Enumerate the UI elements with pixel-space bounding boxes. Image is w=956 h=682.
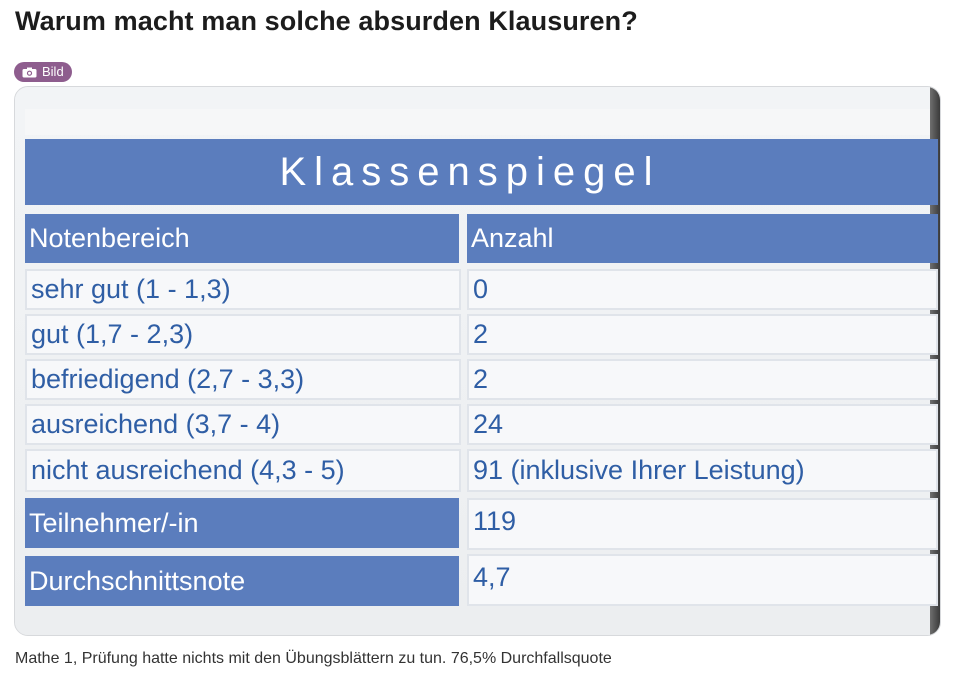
table-row-count: 91 (inklusive Ihrer Leistung) bbox=[467, 449, 938, 492]
summary-label-participants: Teilnehmer/-in bbox=[25, 498, 459, 548]
table-row-count: 2 bbox=[467, 359, 938, 400]
table-row-count: 2 bbox=[467, 314, 938, 355]
table-row-range: nicht ausreichend (4,3 - 5) bbox=[25, 449, 461, 492]
table-row-count: 0 bbox=[467, 269, 938, 310]
camera-icon bbox=[22, 67, 37, 77]
column-header-notenbereich: Notenbereich bbox=[25, 214, 459, 263]
summary-label-average: Durchschnittsnote bbox=[25, 556, 459, 606]
post-image[interactable]: Klassenspiegel Notenbereich Anzahl sehr … bbox=[14, 86, 941, 636]
post-flair[interactable]: Bild bbox=[14, 62, 72, 82]
table-row-range: sehr gut (1 - 1,3) bbox=[25, 269, 461, 310]
post-caption: Mathe 1, Prüfung hatte nichts mit den Üb… bbox=[15, 650, 612, 667]
flair-label: Bild bbox=[42, 64, 64, 79]
summary-value-participants: 119 bbox=[467, 498, 938, 550]
summary-value-average: 4,7 bbox=[467, 554, 938, 606]
table-row-range: befriedigend (2,7 - 3,3) bbox=[25, 359, 461, 400]
slide-top-strip bbox=[25, 109, 938, 135]
post-title[interactable]: Warum macht man solche absurden Klausure… bbox=[15, 6, 638, 36]
table-title: Klassenspiegel bbox=[279, 150, 661, 194]
column-header-anzahl: Anzahl bbox=[467, 214, 938, 263]
table-row-range: ausreichend (3,7 - 4) bbox=[25, 404, 461, 445]
table-title-band bbox=[25, 139, 938, 205]
table-row-count: 24 bbox=[467, 404, 938, 445]
table-row-range: gut (1,7 - 2,3) bbox=[25, 314, 461, 355]
